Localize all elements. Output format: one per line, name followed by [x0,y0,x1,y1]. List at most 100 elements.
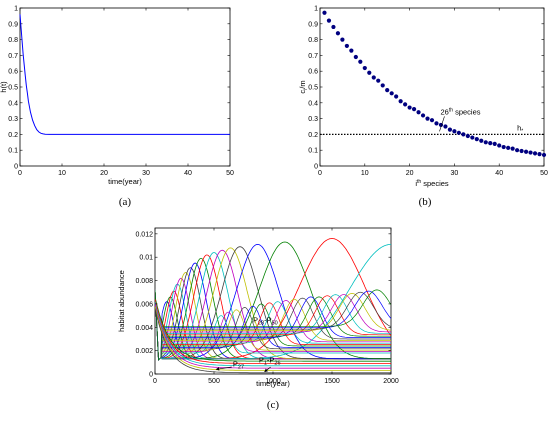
scatter-point [501,144,506,150]
abundance-curve-mid [155,289,391,361]
x-tick-label: 40 [495,170,503,177]
scatter-point [492,141,497,146]
abundance-curve-mid [155,289,391,361]
y-tick-label: 0 [149,372,153,379]
decaying-curve [155,306,391,371]
scatter-point [389,91,394,96]
abundance-curve-mid [155,289,391,361]
scatter-point [541,152,547,158]
scatter-point [335,31,341,36]
x-tick-label: 0 [153,378,157,385]
scatter-point [416,110,421,115]
scatter-point [340,37,345,42]
abundance-curve-mid [155,289,391,361]
scatter-point [497,143,502,148]
panel-a-ticks: 0 10 20 30 40 50 0 0.1 0.2 0.3 0.4 0.5 0.6 0.7 0.8 0.9 1 [8,6,234,178]
panel-c-arrow-p27 [215,366,232,371]
abundance-curve-mid [155,289,391,361]
scatter-point [380,83,385,88]
abundance-curve-mid [155,289,391,361]
panel-b-annotation-h: h* [517,123,523,134]
abundance-curve-mid [155,289,391,361]
species-rest: species [453,107,481,116]
panel-b-annotation-species: 26th species [440,107,480,116]
abundance-curve-mid [155,289,391,361]
abundance-curve [155,243,391,361]
scatter-point [515,148,520,153]
xlabel-sup: th [417,179,421,185]
x-tick-label: 40 [184,170,192,177]
abundance-curve-mid [155,289,391,361]
panel-c-caption: (c) [267,399,280,411]
h-label: h [517,123,521,132]
x-tick-label: 500 [208,378,220,385]
panel-a-xlabel: time(year) [108,177,142,186]
species-sup: th [449,107,453,113]
decaying-curve [155,303,391,369]
scatter-point [474,137,479,142]
scatter-point [506,145,511,150]
abundance-curve-mid [155,289,391,361]
y-tick-label: 0.6 [8,69,18,76]
panel-b-axes-box [319,7,545,167]
scatter-point [429,118,435,123]
y-tick-label: 0.3 [8,116,18,123]
panel-c-label-p27: P27 [233,359,244,370]
scatter-point [523,149,529,154]
y-tick-label: 0.3 [308,116,318,123]
label27-p: P [233,359,238,368]
y-tick-label: 0 [314,164,318,171]
labellow-mid: -P [267,355,275,364]
scatter-point [510,146,515,151]
scatter-point [443,124,448,129]
panel-b-points [322,10,547,158]
abundance-curve-mid [155,289,391,361]
panel-b-ylabel: ci/m [298,80,309,93]
scatter-point [532,151,538,156]
panel-c-label-p28-p50: P28-P50 [253,316,278,327]
y-tick-label: 0.6 [308,69,318,76]
panel-c-xlabel: time(year) [256,379,290,388]
panel-a-series-line [19,14,230,135]
y-tick-label: 0.9 [308,21,318,28]
y-tick-label: 0.008 [135,278,153,285]
abundance-curve-mid [155,289,391,361]
abundance-curve-mid [155,289,391,361]
scatter-point [470,135,475,140]
abundance-curve [155,243,391,361]
labellow-sub1: 1 [264,360,267,366]
xlabel-rest: species [421,179,449,188]
scatter-point [331,24,336,30]
scatter-point [371,75,376,80]
abundance-curve-mid [155,289,391,361]
y-tick-label: 0.006 [135,301,153,308]
scatter-point [461,132,466,137]
panel-c-ticks: 0 500 1000 1500 2000 0 0.002 0.004 0.006 0.008 0.0… [135,228,399,385]
x-tick-label: 1500 [324,378,340,385]
xlabel-i: i [415,179,417,188]
panel-c-arrow-p1-p26 [264,366,271,373]
abundance-curve-mid [155,289,391,361]
scatter-point [425,116,430,121]
scatter-point [398,99,403,104]
ylabel-sub: i [303,89,309,90]
x-tick-label: 30 [142,170,150,177]
scatter-point [528,150,533,155]
scatter-point [394,94,399,99]
label-p: P [253,316,258,325]
scatter-point [349,48,354,53]
y-tick-label: 0.004 [135,325,153,332]
ylabel-c: c [298,90,307,94]
x-tick-label: 20 [406,170,414,177]
y-tick-label: 0.012 [135,231,153,238]
h-sub: * [521,128,523,134]
scatter-point [403,102,408,107]
y-tick-label: 0.9 [8,21,18,28]
decaying-curve [155,301,391,367]
panel-a-chart: 0 10 20 30 40 50 0 0.1 0.2 0.3 0.4 0.5 0.6 0.7 0.8 0.9 1… [0,6,234,209]
x-tick-label: 2000 [383,378,399,385]
label27-sub: 27 [238,364,244,370]
scatter-point [407,105,412,110]
abundance-curve-mid [155,289,391,361]
label-sub2: 50 [272,321,278,327]
